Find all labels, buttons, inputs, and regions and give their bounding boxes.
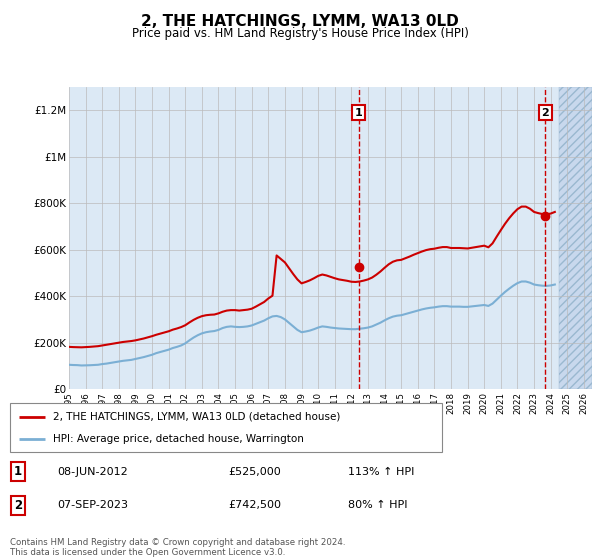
- FancyBboxPatch shape: [10, 403, 442, 452]
- Text: 2, THE HATCHINGS, LYMM, WA13 0LD (detached house): 2, THE HATCHINGS, LYMM, WA13 0LD (detach…: [53, 412, 341, 422]
- Text: HPI: Average price, detached house, Warrington: HPI: Average price, detached house, Warr…: [53, 434, 304, 444]
- Text: 113% ↑ HPI: 113% ↑ HPI: [348, 466, 415, 477]
- Text: 2, THE HATCHINGS, LYMM, WA13 0LD: 2, THE HATCHINGS, LYMM, WA13 0LD: [141, 14, 459, 29]
- Text: 07-SEP-2023: 07-SEP-2023: [57, 500, 128, 510]
- Text: 2: 2: [14, 498, 22, 512]
- Text: £742,500: £742,500: [228, 500, 281, 510]
- Text: 2: 2: [541, 108, 549, 118]
- Text: 80% ↑ HPI: 80% ↑ HPI: [348, 500, 407, 510]
- Bar: [559, 87, 592, 389]
- Text: Price paid vs. HM Land Registry's House Price Index (HPI): Price paid vs. HM Land Registry's House …: [131, 27, 469, 40]
- Text: £525,000: £525,000: [228, 466, 281, 477]
- Text: 1: 1: [355, 108, 362, 118]
- Text: Contains HM Land Registry data © Crown copyright and database right 2024.
This d: Contains HM Land Registry data © Crown c…: [10, 538, 346, 557]
- Text: 08-JUN-2012: 08-JUN-2012: [57, 466, 128, 477]
- Text: 1: 1: [14, 465, 22, 478]
